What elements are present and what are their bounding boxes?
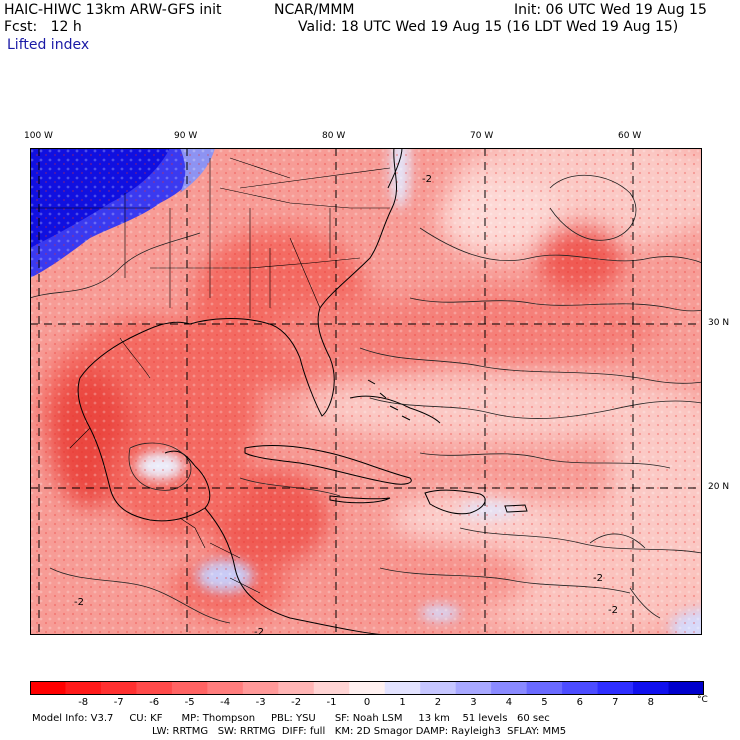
- contour-label: -2: [593, 573, 603, 584]
- colorbar-cell: [384, 681, 421, 695]
- colorbar-tick-label: 4: [505, 697, 513, 708]
- colorbar-cell: [597, 681, 634, 695]
- colorbar-cell: [242, 681, 279, 695]
- valid-time: Valid: 18 UTC Wed 19 Aug 15 (16 LDT Wed …: [298, 19, 679, 35]
- contour-label: -2: [74, 597, 84, 608]
- colorbar-cell: [65, 681, 102, 695]
- colorbar-cell: [562, 681, 599, 695]
- colorbar-tick-label: 1: [399, 697, 406, 708]
- colorbar-tick-label: -6: [149, 697, 160, 708]
- colorbar-tick-label: -2: [291, 697, 302, 708]
- colorbar-tick-label: 6: [576, 697, 583, 708]
- colorbar-tick-label: -7: [113, 697, 124, 708]
- colorbar-cell: [100, 681, 137, 695]
- contour-lines: [30, 174, 702, 624]
- colorbar-cell: [207, 681, 244, 695]
- lat-lon-grid: [30, 148, 702, 635]
- colorbar-tick-label: -3: [255, 697, 266, 708]
- colorbar-cell: [633, 681, 670, 695]
- colorbar-tick-label: 8: [647, 697, 654, 708]
- colorbar-cell: [668, 681, 704, 695]
- lon-label-70w: 70 W: [470, 131, 494, 141]
- colorbar-cell: [313, 681, 350, 695]
- colorbar-tick-label: -5: [184, 697, 195, 708]
- lon-label-100w: 100 W: [24, 131, 53, 141]
- contour-label: -2: [254, 627, 264, 635]
- colorbar-tick-label: 7: [612, 697, 619, 708]
- political-boundaries: [30, 157, 391, 594]
- colorbar-tick-label: 5: [541, 697, 548, 708]
- field-texture: [30, 148, 702, 635]
- lat-label-20n: 20 N: [708, 482, 730, 492]
- model-title: HAIC-HIWC 13km ARW-GFS init: [4, 2, 222, 18]
- colorbar-cell: [30, 681, 66, 695]
- colorbar-cell: [491, 681, 528, 695]
- init-time: Init: 06 UTC Wed 19 Aug 15: [514, 2, 707, 18]
- colorbar-tick-label: 2: [434, 697, 442, 708]
- colorbar-tick-label: -4: [220, 697, 231, 708]
- lifted-index-map: -2 -2 -2 -2 -2: [30, 148, 702, 635]
- colorbar-cell: [526, 681, 563, 695]
- model-info-line1: Model Info: V3.7 CU: KF MP: Thompson PBL…: [32, 713, 550, 724]
- lon-label-60w: 60 W: [618, 131, 642, 141]
- island-outlines: [244, 379, 528, 515]
- colorbar-cell: [278, 681, 315, 695]
- contour-label: -2: [608, 605, 618, 616]
- colorbar-cell: [136, 681, 173, 695]
- forecast-hour: Fcst: 12 h: [4, 19, 82, 35]
- colorbar-tick-label: 0: [363, 697, 371, 708]
- lon-label-90w: 90 W: [174, 131, 198, 141]
- model-info-line2: LW: RRTMG SW: RRTMG DIFF: full KM: 2D Sm…: [152, 726, 567, 737]
- colorbar-cell: [420, 681, 457, 695]
- map-frame: [30, 148, 702, 635]
- lat-label-30n: 30 N: [708, 318, 730, 328]
- field-name: Lifted index: [7, 37, 90, 53]
- colorbar-cell: [171, 681, 208, 695]
- colorbar-unit: °C: [697, 695, 708, 705]
- colorbar-cell: [455, 681, 492, 695]
- colorbar: [30, 681, 704, 695]
- contour-label: -2: [422, 174, 432, 185]
- colorbar-cell: [349, 681, 386, 695]
- organization-label: NCAR/MMM: [274, 2, 355, 18]
- lon-label-80w: 80 W: [322, 131, 346, 141]
- colorbar-tick-label: 3: [470, 697, 477, 708]
- colorbar-tick-label: -8: [78, 697, 89, 708]
- colorbar-tick-label: -1: [326, 697, 337, 708]
